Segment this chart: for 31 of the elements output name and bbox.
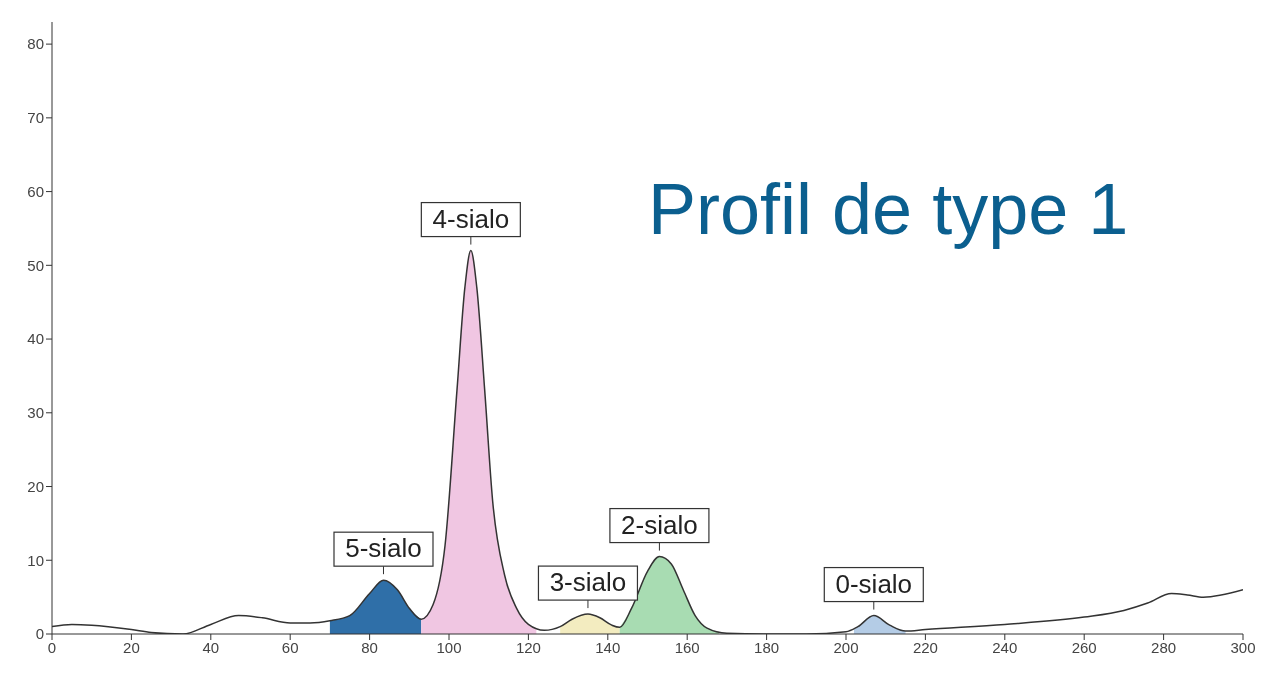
y-tick-label: 60 [27,182,44,200]
x-tick-label: 20 [123,638,140,656]
x-tick-label: 140 [595,638,621,656]
text: Profil de type 1 [648,168,1129,250]
x-tick-label: 80 [361,638,378,656]
x-tick-label: 240 [992,638,1018,656]
x-tick-label: 180 [754,638,780,656]
y-tick-label: 10 [27,551,44,569]
x-tick-label: 220 [912,638,938,656]
x-tick-label: 0 [47,638,57,656]
y-tick-label: 80 [27,35,44,53]
annotation: 3-sialo [549,567,627,598]
x-tick-label: 60 [281,638,299,656]
y-tick-label: 50 [27,256,44,274]
y-tick-label: 70 [27,109,44,127]
x-tick-label: 100 [436,638,462,656]
x-tick-label: 300 [1230,638,1256,656]
x-tick-label: 120 [515,638,541,656]
y-tick-label: 0 [35,625,44,643]
annotation: 5-sialo [345,533,422,564]
annotation: 4-sialo [432,203,510,234]
x-tick-label: 260 [1071,638,1097,656]
x-tick-label: 200 [833,638,859,656]
annotation: 2-sialo [621,509,698,540]
y-tick-label: 30 [27,404,44,422]
y-tick-label: 40 [27,330,44,348]
y-tick-label: 20 [27,477,44,495]
x-tick-label: 160 [674,638,700,656]
x-tick-label: 280 [1151,638,1177,656]
annotation: 0-sialo [835,568,913,599]
x-tick-label: 40 [202,638,220,656]
